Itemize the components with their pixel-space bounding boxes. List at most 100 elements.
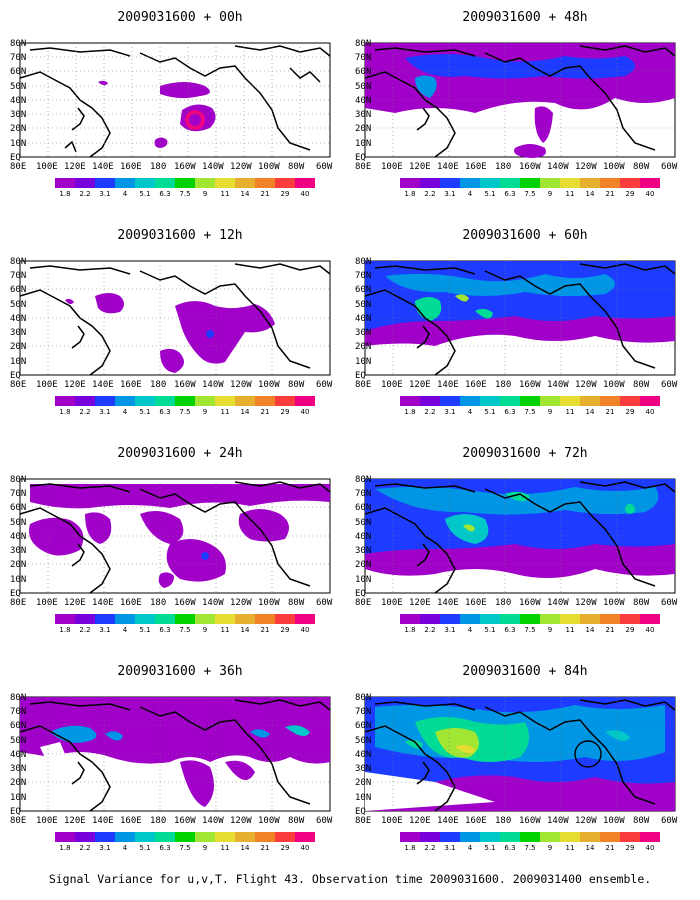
colorbar-swatch xyxy=(600,396,620,406)
lat-label: 10N xyxy=(10,575,26,585)
lat-label: 10N xyxy=(10,357,26,367)
map-84h: 80N 70N 60N 50N 40N 30N 20N 10N EQ 80E 1… xyxy=(355,692,695,878)
colorbar-swatch xyxy=(195,396,215,406)
lon-label: 100E xyxy=(36,598,58,608)
lat-label: 20N xyxy=(355,124,371,134)
colorbar-label: 7.5 xyxy=(524,844,535,852)
panel-84h: 2009031600 + 84h xyxy=(355,664,695,874)
colorbar-label: 11 xyxy=(566,408,575,416)
colorbar-swatch xyxy=(195,614,215,624)
colorbar-swatch xyxy=(640,832,660,842)
panel-title: 2009031600 + 84h xyxy=(462,664,588,679)
lat-label: 70N xyxy=(355,707,371,717)
colorbar-swatch xyxy=(540,396,560,406)
colorbar-label: 11 xyxy=(566,190,575,198)
colorbar-swatch xyxy=(520,832,540,842)
lon-label: 100E xyxy=(381,380,403,390)
lon-label: 100W xyxy=(258,816,280,826)
lon-label: 140E xyxy=(437,598,459,608)
colorbar-swatch xyxy=(55,614,75,624)
colorbar-label: 6.3 xyxy=(159,408,170,416)
colorbar-label: 7.5 xyxy=(524,626,535,634)
lat-axis: 80N 70N 60N 50N 40N 30N 20N 10N EQ xyxy=(355,693,371,817)
map-svg: 80N 70N 60N 50N 40N 30N 20N 10N EQ 80E 1… xyxy=(355,257,678,416)
colorbar-label: 1.8 xyxy=(404,844,415,852)
lon-axis: 80E 100E 120E 140E 160E 180 160W 140W 12… xyxy=(10,816,333,826)
colorbar-label: 6.3 xyxy=(504,626,515,634)
colorbar-label: 9 xyxy=(548,844,552,852)
colorbar-swatch xyxy=(135,178,155,188)
colorbar-swatch xyxy=(440,178,460,188)
lat-label: 30N xyxy=(355,764,371,774)
colorbar-swatch xyxy=(135,396,155,406)
colorbar-swatch xyxy=(235,832,255,842)
panel-24h: 2009031600 + 24h xyxy=(10,446,350,656)
colorbar-swatch xyxy=(275,832,295,842)
colorbar-label: 9 xyxy=(203,844,207,852)
lon-label: 100W xyxy=(603,816,625,826)
colorbar-label: 6.3 xyxy=(504,844,515,852)
colorbar-swatch xyxy=(460,832,480,842)
colorbar-swatch xyxy=(580,396,600,406)
lat-label: 10N xyxy=(355,575,371,585)
colorbar-swatch xyxy=(560,832,580,842)
colorbar-swatch xyxy=(75,614,95,624)
colorbar-label: 4 xyxy=(468,190,473,198)
colorbar-label: 2.2 xyxy=(424,408,435,416)
lon-label: 100W xyxy=(603,598,625,608)
colorbar-label: 14 xyxy=(241,626,250,634)
colorbar-label: 29 xyxy=(281,626,290,634)
colorbar-swatch xyxy=(55,178,75,188)
lat-label: 50N xyxy=(355,736,371,746)
lon-label: 160W xyxy=(174,598,196,608)
lat-label: 80N xyxy=(355,257,371,267)
lat-label: 60N xyxy=(10,503,26,513)
lon-axis: 80E 100E 120E 140E 160E 180 160W 140W 12… xyxy=(355,162,678,172)
colorbar-label: 40 xyxy=(646,408,655,416)
lat-label: EQ xyxy=(10,153,21,163)
lon-label: 80E xyxy=(10,380,26,390)
lon-label: 120W xyxy=(575,380,597,390)
lon-label: 140W xyxy=(202,380,224,390)
colorbar-swatch xyxy=(235,614,255,624)
colorbar-swatch xyxy=(620,396,640,406)
lon-label: 120W xyxy=(575,598,597,608)
colorbar-swatch xyxy=(620,178,640,188)
colorbar-label: 14 xyxy=(586,190,595,198)
lon-label: 60W xyxy=(316,598,333,608)
lon-label: 80E xyxy=(10,598,26,608)
panel-48h: 2009031600 + 48h 80N xyxy=(355,10,695,220)
lon-label: 160E xyxy=(465,162,487,172)
colorbar-swatch xyxy=(155,832,175,842)
colorbar-swatch xyxy=(520,396,540,406)
colorbar-label: 11 xyxy=(221,408,230,416)
lat-label: 50N xyxy=(10,736,26,746)
colorbar-label: 5.1 xyxy=(484,626,495,634)
colorbar-label: 5.1 xyxy=(484,844,495,852)
panel-title: 2009031600 + 24h xyxy=(117,446,243,461)
lat-label: 40N xyxy=(355,532,371,542)
lat-label: 70N xyxy=(355,53,371,63)
colorbar-label: 6.3 xyxy=(159,190,170,198)
colorbar-swatch xyxy=(480,614,500,624)
colorbar-swatch xyxy=(175,832,195,842)
colorbar-label: 14 xyxy=(586,626,595,634)
figure-caption: Signal Variance for u,v,T. Flight 43. Ob… xyxy=(48,872,652,886)
lon-label: 140E xyxy=(92,162,114,172)
lon-label: 120W xyxy=(230,162,252,172)
lon-label: 160W xyxy=(519,162,541,172)
lon-label: 140E xyxy=(437,380,459,390)
lat-label: 50N xyxy=(355,518,371,528)
colorbar-swatch xyxy=(115,396,135,406)
colorbar-label: 14 xyxy=(586,408,595,416)
lon-label: 160W xyxy=(519,816,541,826)
map-36h: 80N 70N 60N 50N 40N 30N 20N 10N EQ 80E 1… xyxy=(10,692,350,878)
colorbar-label: 40 xyxy=(646,626,655,634)
lat-label: 80N xyxy=(10,257,26,267)
lon-label: 100W xyxy=(603,380,625,390)
colorbar-swatch xyxy=(640,614,660,624)
lon-label: 140E xyxy=(92,816,114,826)
lat-label: 40N xyxy=(10,532,26,542)
colorbar-label: 11 xyxy=(221,626,230,634)
colorbar-label: 21 xyxy=(261,408,270,416)
